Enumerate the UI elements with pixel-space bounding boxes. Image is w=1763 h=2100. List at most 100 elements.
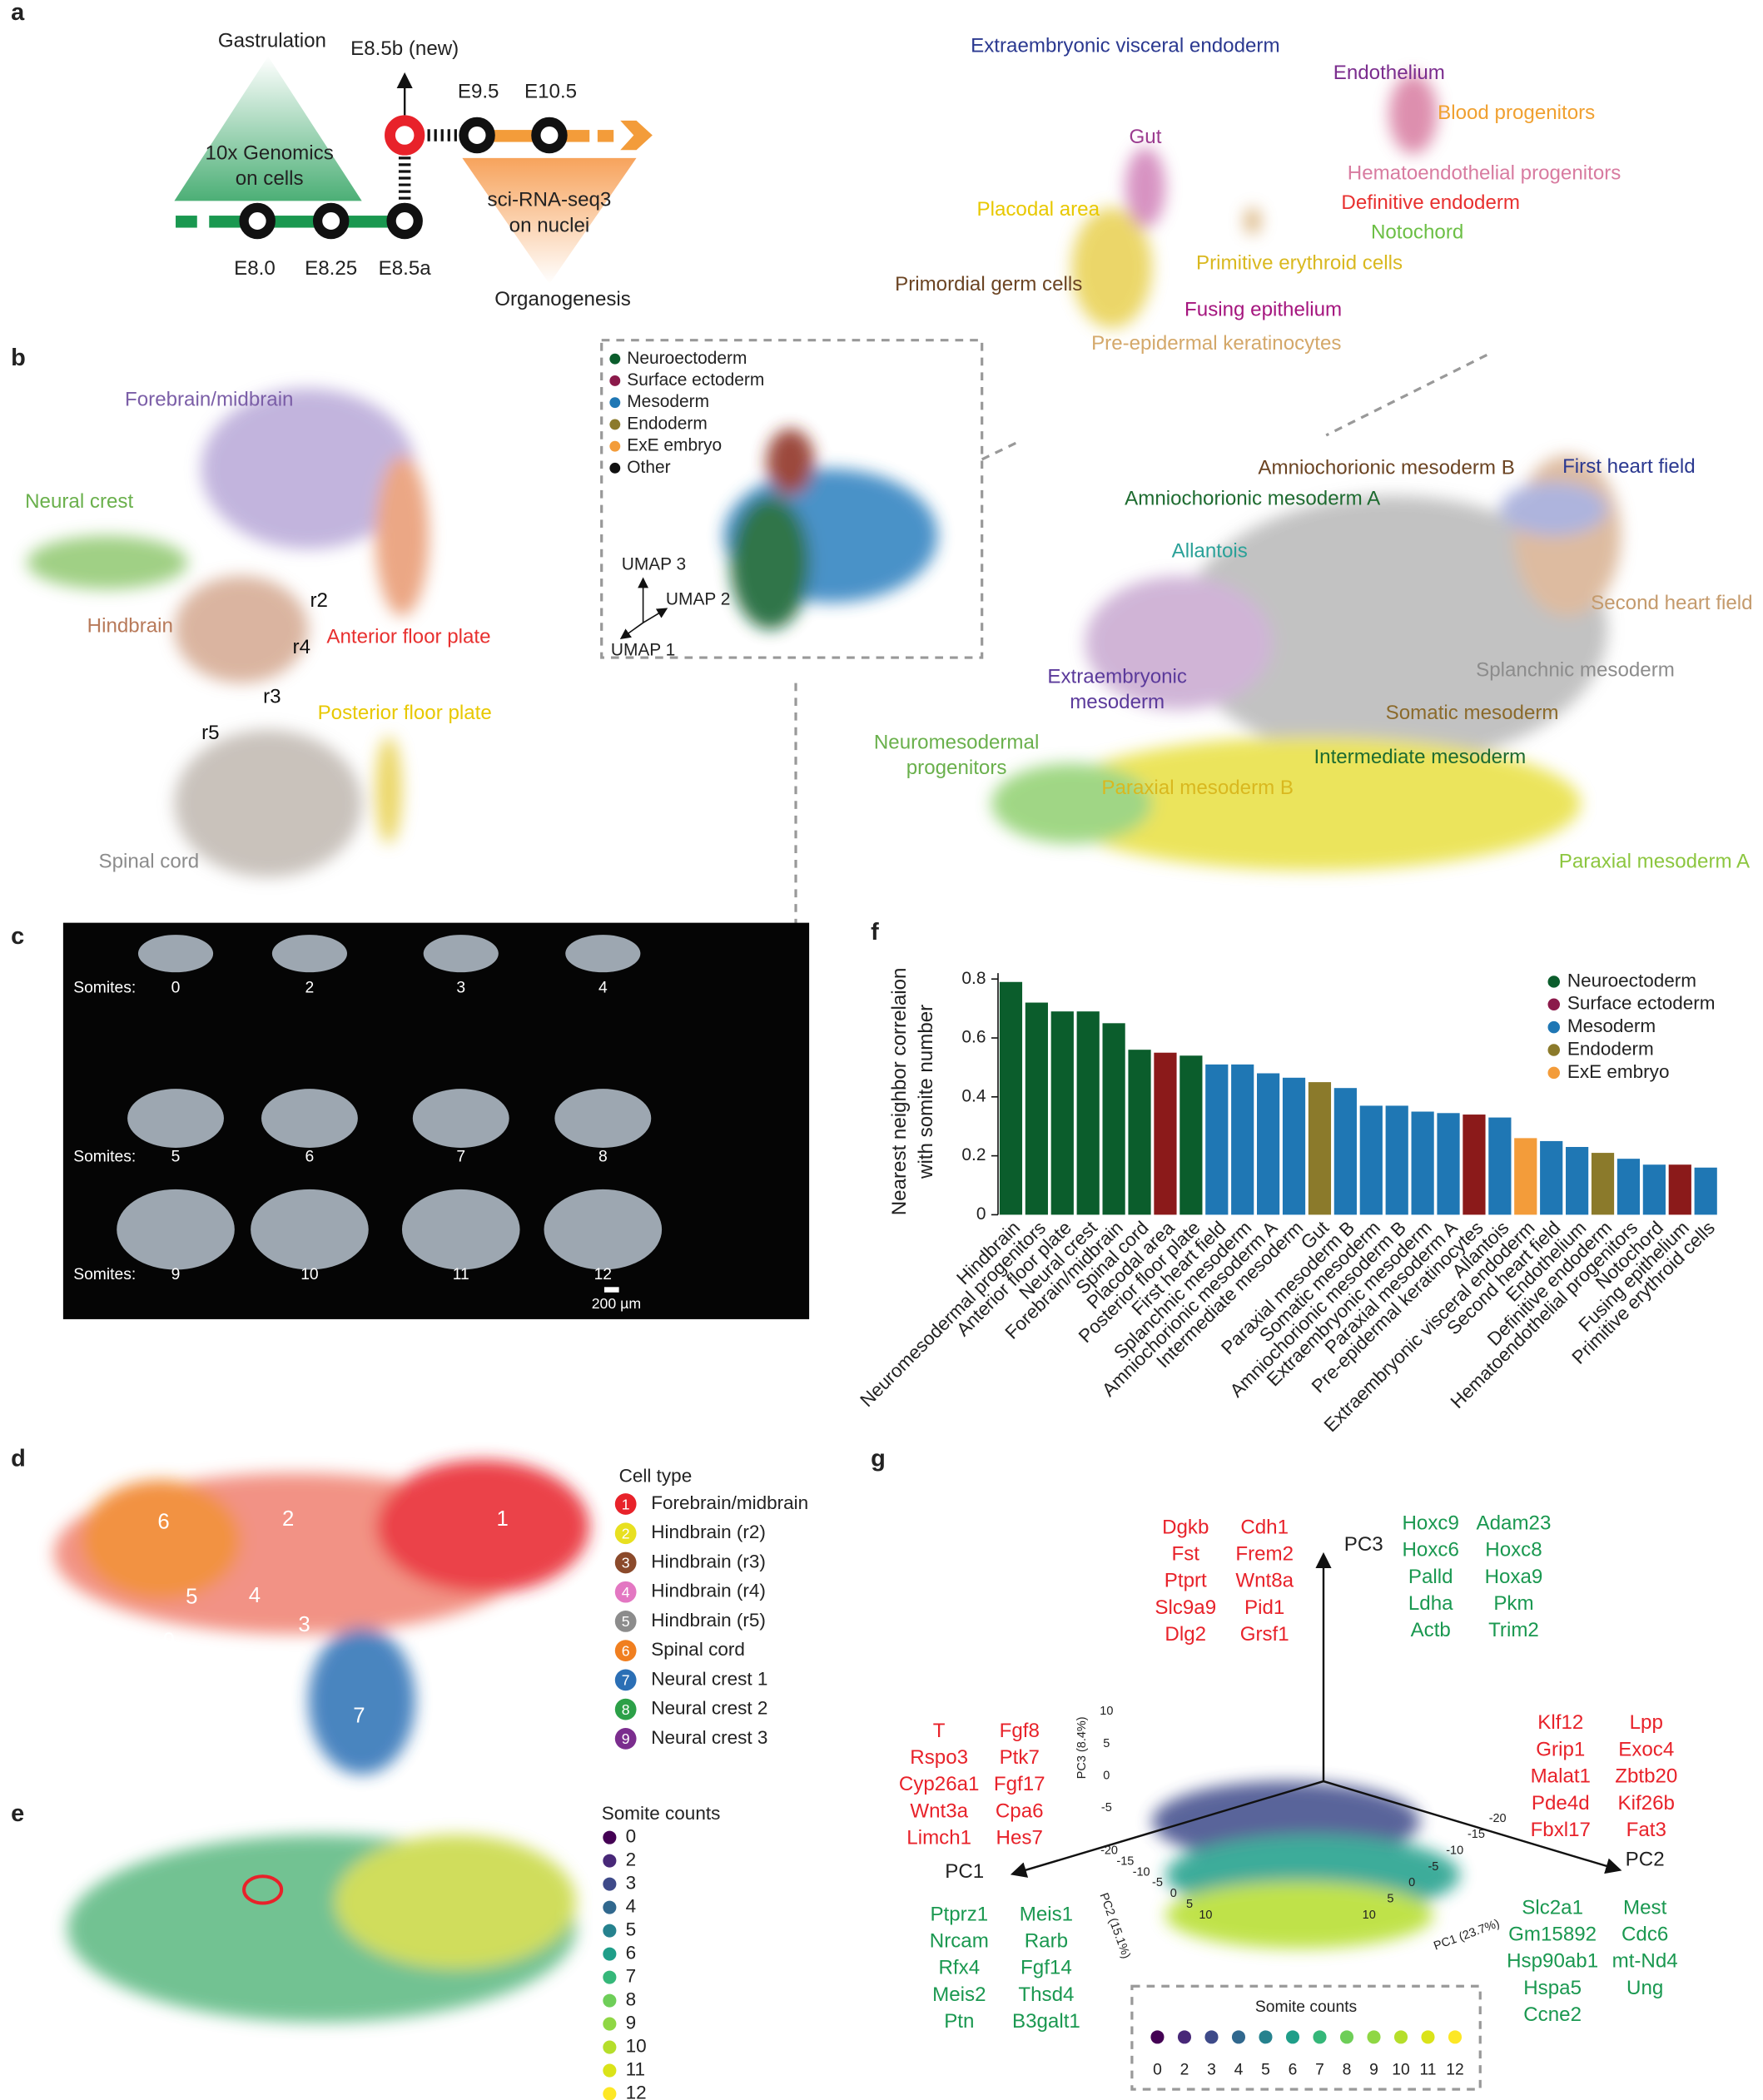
cluster-label: Hematoendothelial progenitors [1348, 162, 1621, 185]
legend-label: 10 [626, 2036, 647, 2057]
legend-label: 7 [626, 1966, 637, 1987]
cluster-label: Gut [1130, 126, 1162, 148]
legend-label: Mesoderm [1567, 1015, 1656, 1036]
panel-a-timeline [174, 56, 653, 285]
gene-label: Klf12 [1537, 1711, 1583, 1734]
label: on nuclei [509, 214, 590, 236]
embryo [423, 935, 499, 973]
bar [1231, 1064, 1254, 1215]
tick-label: 10 [1199, 1909, 1212, 1922]
gene-label: Rfx4 [939, 1957, 981, 1979]
bar [1128, 1050, 1151, 1215]
legend-swatch [603, 1900, 617, 1914]
y-axis-label: Nearest neighbor correlaion [888, 968, 911, 1216]
legend-title: Somite counts [1255, 1998, 1357, 2016]
axis-label: PC2 [1626, 1848, 1665, 1870]
embryo-photos [117, 935, 663, 1270]
bar [1359, 1105, 1383, 1215]
legend-label: 8 [1343, 2062, 1352, 2079]
gene-label: Fbxl17 [1531, 1819, 1591, 1841]
gene-label: Lpp [1630, 1711, 1663, 1734]
tick-label: -5 [1152, 1876, 1163, 1889]
cluster-label: Allantois [1172, 539, 1248, 562]
gene-label: Exoc4 [1618, 1738, 1674, 1760]
legend-swatch [609, 419, 621, 430]
axis-arrow [643, 608, 668, 623]
tick-label: 10 [1363, 1909, 1376, 1922]
cluster-label: Neural crest [25, 490, 133, 513]
blob [1125, 146, 1166, 228]
blob [174, 729, 362, 877]
bar [1333, 1088, 1357, 1215]
label: E8.5b (new) [350, 37, 459, 60]
axis-title: PC3 (8.4%) [1075, 1716, 1089, 1779]
legend-swatch [609, 375, 621, 386]
gene-label: Trim2 [1488, 1619, 1539, 1641]
bar [1616, 1159, 1641, 1215]
cluster-label: r2 [310, 589, 327, 612]
y-tick-label: 0.2 [961, 1145, 986, 1164]
bar [1566, 1146, 1589, 1215]
gene-label: Ung [1626, 1977, 1663, 1999]
embryo [137, 935, 214, 973]
legend-label: 6 [626, 1943, 637, 1963]
legend-label: Hindbrain (r3) [651, 1551, 766, 1571]
blob [1165, 1881, 1433, 1949]
legend-swatch [614, 1669, 637, 1691]
panel-letter: a [11, 0, 25, 26]
legend-swatch [1231, 2030, 1246, 2044]
legend-swatch [1547, 1020, 1560, 1034]
cluster-id: 6 [157, 1510, 169, 1533]
legend-id: 5 [622, 1613, 630, 1630]
blob [730, 495, 811, 630]
legend-swatch [614, 1581, 637, 1603]
stage-label: E9.5 [458, 80, 499, 102]
highlight [242, 1874, 284, 1905]
gastrulation-shape [174, 56, 362, 201]
cluster-id: 5 [186, 1585, 197, 1608]
cluster-label: Splanchnic mesoderm [1476, 659, 1675, 682]
cluster-label: Second heart field [1591, 592, 1752, 614]
tick-label: -5 [1428, 1860, 1438, 1874]
tick-label: -15 [1116, 1854, 1134, 1868]
gene-label: Cdh1 [1240, 1516, 1289, 1538]
gene-label: Adam23 [1477, 1512, 1552, 1534]
legend-swatch [1204, 2030, 1219, 2044]
cluster-label: Blood progenitors [1438, 102, 1595, 124]
somite-number: 12 [594, 1266, 612, 1283]
legend-label: Neuroectoderm [1567, 970, 1696, 990]
bar [1668, 1164, 1691, 1215]
somite-number: 7 [456, 1148, 465, 1165]
scale-label: 200 µm [592, 1295, 641, 1312]
legend-swatch [1150, 2030, 1165, 2044]
legend-title: Cell type [619, 1466, 693, 1487]
legend-label: Surface ectoderm [627, 370, 764, 390]
gene-label: Ldha [1408, 1592, 1453, 1615]
cluster-label: r4 [293, 636, 310, 658]
tick-label: 10 [1100, 1705, 1113, 1718]
gene-label: Limch1 [906, 1827, 971, 1849]
legend-swatch [1393, 2030, 1408, 2044]
cluster-id: 1 [496, 1507, 508, 1531]
gene-label: Hes7 [996, 1827, 1043, 1849]
legend-label: 0 [1153, 2062, 1162, 2079]
gene-label: Dlg2 [1165, 1623, 1206, 1646]
blob [335, 1834, 577, 1969]
axis-label: PC1 [945, 1860, 984, 1883]
bar [1308, 1082, 1332, 1215]
cluster-label: r5 [201, 722, 219, 744]
legend-label: Spinal cord [651, 1639, 745, 1660]
panel-letter: b [11, 345, 26, 371]
legend-swatch [1177, 2030, 1192, 2044]
axis-label: UMAP 1 [611, 641, 675, 660]
cluster-label: Notochord [1371, 221, 1463, 243]
pc2-axis [1323, 1780, 1622, 1874]
bar [1050, 1011, 1074, 1215]
embryo [261, 1089, 358, 1148]
timeline-dash [597, 130, 614, 142]
bar [1411, 1111, 1434, 1215]
somite-number: 0 [171, 980, 181, 997]
legend-label: 2 [1180, 2062, 1189, 2079]
